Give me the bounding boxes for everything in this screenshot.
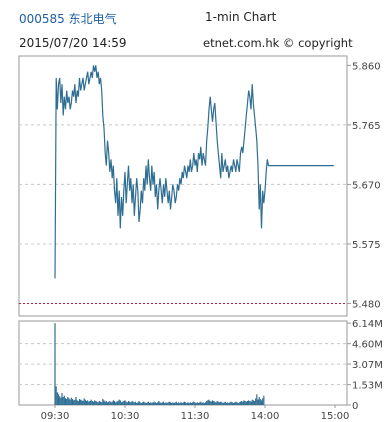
price-tick-label: 5.765 bbox=[352, 121, 381, 132]
price-tick-label: 5.575 bbox=[352, 240, 381, 251]
time-tick-label: 15:00 bbox=[321, 411, 350, 422]
price-tick-label: 5.860 bbox=[352, 61, 381, 72]
volume-tick-label: 4.60M bbox=[352, 340, 383, 351]
copyright-notice: etnet.com.hk © copyright bbox=[203, 36, 353, 50]
volume-panel-frame bbox=[18, 320, 348, 406]
price-tick-label: 5.670 bbox=[352, 180, 381, 191]
stock-code-name: 000585 东北电气 bbox=[19, 10, 117, 27]
stock-code: 000585 bbox=[19, 12, 65, 26]
time-tick-label: 10:30 bbox=[111, 411, 140, 422]
price-panel-frame bbox=[18, 55, 348, 317]
time-tick-label: 14:00 bbox=[251, 411, 280, 422]
chart-datetime: 2015/07/20 14:59 bbox=[19, 36, 127, 50]
price-tick-label: 5.480 bbox=[352, 299, 381, 310]
volume-tick-label: 3.07M bbox=[352, 360, 383, 371]
volume-tick-label: 6.14M bbox=[352, 319, 383, 330]
volume-tick-label: 0 bbox=[352, 401, 358, 412]
time-tick-label: 11:30 bbox=[181, 411, 210, 422]
time-tick-label: 09:30 bbox=[41, 411, 70, 422]
stock-name: 东北电气 bbox=[68, 12, 117, 26]
volume-tick-label: 1.53M bbox=[352, 381, 383, 392]
chart-type-label: 1-min Chart bbox=[205, 10, 277, 24]
price-line-series bbox=[54, 65, 334, 279]
